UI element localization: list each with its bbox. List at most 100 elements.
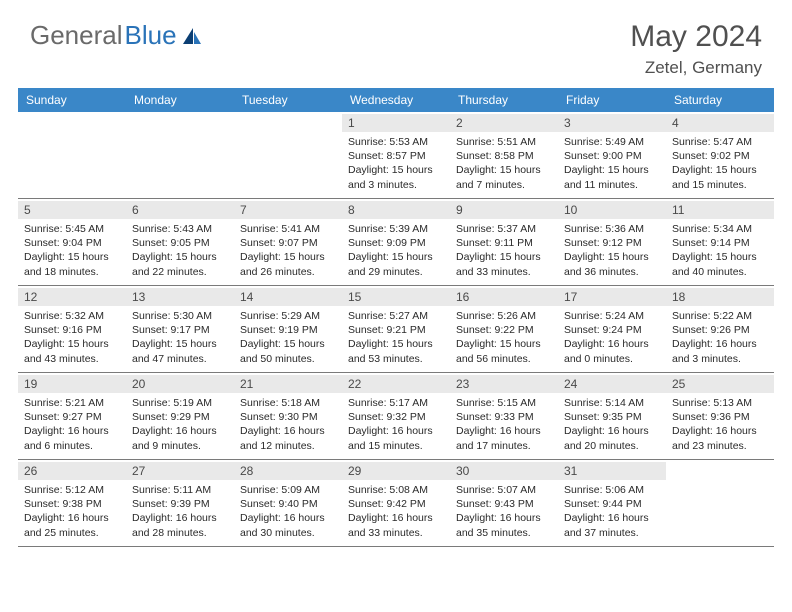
- day-number: 22: [342, 375, 450, 393]
- sun-info: Sunrise: 5:24 AMSunset: 9:24 PMDaylight:…: [564, 309, 660, 366]
- calendar-cell: 29 Sunrise: 5:08 AMSunset: 9:42 PMDayligh…: [342, 460, 450, 546]
- sun-info: Sunrise: 5:09 AMSunset: 9:40 PMDaylight:…: [240, 483, 336, 540]
- day-number: 26: [18, 462, 126, 480]
- calendar-week: 5 Sunrise: 5:45 AMSunset: 9:04 PMDaylight…: [18, 199, 774, 286]
- sun-info: Sunrise: 5:41 AMSunset: 9:07 PMDaylight:…: [240, 222, 336, 279]
- sun-info: Sunrise: 5:19 AMSunset: 9:29 PMDaylight:…: [132, 396, 228, 453]
- calendar-cell: .: [666, 460, 774, 546]
- weekday-label: Friday: [558, 88, 666, 112]
- day-number: 14: [234, 288, 342, 306]
- day-number: 31: [558, 462, 666, 480]
- day-number: 23: [450, 375, 558, 393]
- calendar-cell: 20 Sunrise: 5:19 AMSunset: 9:29 PMDayligh…: [126, 373, 234, 459]
- calendar-cell: 3 Sunrise: 5:49 AMSunset: 9:00 PMDaylight…: [558, 112, 666, 198]
- sun-info: Sunrise: 5:29 AMSunset: 9:19 PMDaylight:…: [240, 309, 336, 366]
- day-number: 11: [666, 201, 774, 219]
- day-number: 12: [18, 288, 126, 306]
- calendar-cell: 27 Sunrise: 5:11 AMSunset: 9:39 PMDayligh…: [126, 460, 234, 546]
- sun-info: Sunrise: 5:22 AMSunset: 9:26 PMDaylight:…: [672, 309, 768, 366]
- day-number: 17: [558, 288, 666, 306]
- weekday-label: Tuesday: [234, 88, 342, 112]
- sun-info: Sunrise: 5:11 AMSunset: 9:39 PMDaylight:…: [132, 483, 228, 540]
- day-number: 3: [558, 114, 666, 132]
- calendar-week: 26 Sunrise: 5:12 AMSunset: 9:38 PMDayligh…: [18, 460, 774, 547]
- calendar-cell: .: [126, 112, 234, 198]
- day-number: 5: [18, 201, 126, 219]
- calendar-cell: 24Sunrise: 5:14 AMSunset: 9:35 PMDayligh…: [558, 373, 666, 459]
- location-label: Zetel, Germany: [630, 58, 762, 78]
- calendar-cell: 10 Sunrise: 5:36 AMSunset: 9:12 PMDayligh…: [558, 199, 666, 285]
- calendar: SundayMondayTuesdayWednesdayThursdayFrid…: [0, 88, 792, 547]
- day-number: 29: [342, 462, 450, 480]
- calendar-cell: 5 Sunrise: 5:45 AMSunset: 9:04 PMDaylight…: [18, 199, 126, 285]
- calendar-cell: 11 Sunrise: 5:34 AMSunset: 9:14 PMDayligh…: [666, 199, 774, 285]
- sun-info: Sunrise: 5:39 AMSunset: 9:09 PMDaylight:…: [348, 222, 444, 279]
- brand-logo: GeneralBlue: [30, 20, 203, 51]
- day-number: 20: [126, 375, 234, 393]
- day-number: 25: [666, 375, 774, 393]
- page-header: GeneralBlue May 2024 Zetel, Germany: [0, 0, 792, 88]
- calendar-cell: 13 Sunrise: 5:30 AMSunset: 9:17 PMDayligh…: [126, 286, 234, 372]
- sun-info: Sunrise: 5:47 AMSunset: 9:02 PMDaylight:…: [672, 135, 768, 192]
- calendar-cell: 28Sunrise: 5:09 AMSunset: 9:40 PMDayligh…: [234, 460, 342, 546]
- day-number: 13: [126, 288, 234, 306]
- sun-info: Sunrise: 5:34 AMSunset: 9:14 PMDaylight:…: [672, 222, 768, 279]
- sun-info: Sunrise: 5:53 AMSunset: 8:57 PMDaylight:…: [348, 135, 444, 192]
- sun-info: Sunrise: 5:30 AMSunset: 9:17 PMDaylight:…: [132, 309, 228, 366]
- calendar-cell: 15Sunrise: 5:27 AMSunset: 9:21 PMDayligh…: [342, 286, 450, 372]
- calendar-cell: 14 Sunrise: 5:29 AMSunset: 9:19 PMDayligh…: [234, 286, 342, 372]
- day-number: 9: [450, 201, 558, 219]
- sun-info: Sunrise: 5:12 AMSunset: 9:38 PMDaylight:…: [24, 483, 120, 540]
- sun-info: Sunrise: 5:36 AMSunset: 9:12 PMDaylight:…: [564, 222, 660, 279]
- weekday-header: SundayMondayTuesdayWednesdayThursdayFrid…: [18, 88, 774, 112]
- month-title: May 2024: [630, 20, 762, 54]
- calendar-cell: 25Sunrise: 5:13 AMSunset: 9:36 PMDayligh…: [666, 373, 774, 459]
- day-number: 8: [342, 201, 450, 219]
- calendar-cell: 26 Sunrise: 5:12 AMSunset: 9:38 PMDayligh…: [18, 460, 126, 546]
- calendar-cell: 17 Sunrise: 5:24 AMSunset: 9:24 PMDayligh…: [558, 286, 666, 372]
- sun-info: Sunrise: 5:32 AMSunset: 9:16 PMDaylight:…: [24, 309, 120, 366]
- calendar-body: ...1Sunrise: 5:53 AMSunset: 8:57 PMDayli…: [18, 112, 774, 547]
- calendar-cell: .: [18, 112, 126, 198]
- sun-info: Sunrise: 5:14 AMSunset: 9:35 PMDaylight:…: [564, 396, 660, 453]
- calendar-cell: 16 Sunrise: 5:26 AMSunset: 9:22 PMDayligh…: [450, 286, 558, 372]
- day-number: 4: [666, 114, 774, 132]
- calendar-cell: 23 Sunrise: 5:15 AMSunset: 9:33 PMDayligh…: [450, 373, 558, 459]
- calendar-cell: 4 Sunrise: 5:47 AMSunset: 9:02 PMDaylight…: [666, 112, 774, 198]
- sun-info: Sunrise: 5:07 AMSunset: 9:43 PMDaylight:…: [456, 483, 552, 540]
- weekday-label: Sunday: [18, 88, 126, 112]
- sun-info: Sunrise: 5:49 AMSunset: 9:00 PMDaylight:…: [564, 135, 660, 192]
- calendar-cell: 19Sunrise: 5:21 AMSunset: 9:27 PMDayligh…: [18, 373, 126, 459]
- brand-part2: Blue: [125, 20, 177, 51]
- day-number: 15: [342, 288, 450, 306]
- brand-part1: General: [30, 20, 123, 51]
- weekday-label: Monday: [126, 88, 234, 112]
- sun-info: Sunrise: 5:26 AMSunset: 9:22 PMDaylight:…: [456, 309, 552, 366]
- calendar-cell: 12 Sunrise: 5:32 AMSunset: 9:16 PMDayligh…: [18, 286, 126, 372]
- calendar-cell: 22 Sunrise: 5:17 AMSunset: 9:32 PMDayligh…: [342, 373, 450, 459]
- sun-info: Sunrise: 5:15 AMSunset: 9:33 PMDaylight:…: [456, 396, 552, 453]
- calendar-cell: 1 Sunrise: 5:53 AMSunset: 8:57 PMDaylight…: [342, 112, 450, 198]
- calendar-cell: 8 Sunrise: 5:39 AMSunset: 9:09 PMDaylight…: [342, 199, 450, 285]
- calendar-cell: 18Sunrise: 5:22 AMSunset: 9:26 PMDayligh…: [666, 286, 774, 372]
- sun-info: Sunrise: 5:37 AMSunset: 9:11 PMDaylight:…: [456, 222, 552, 279]
- sun-info: Sunrise: 5:45 AMSunset: 9:04 PMDaylight:…: [24, 222, 120, 279]
- sail-icon: [181, 26, 203, 46]
- calendar-cell: .: [234, 112, 342, 198]
- day-number: 21: [234, 375, 342, 393]
- day-number: 30: [450, 462, 558, 480]
- sun-info: Sunrise: 5:06 AMSunset: 9:44 PMDaylight:…: [564, 483, 660, 540]
- calendar-cell: 7 Sunrise: 5:41 AMSunset: 9:07 PMDaylight…: [234, 199, 342, 285]
- calendar-cell: 31 Sunrise: 5:06 AMSunset: 9:44 PMDayligh…: [558, 460, 666, 546]
- calendar-cell: 21Sunrise: 5:18 AMSunset: 9:30 PMDayligh…: [234, 373, 342, 459]
- sun-info: Sunrise: 5:08 AMSunset: 9:42 PMDaylight:…: [348, 483, 444, 540]
- day-number: 1: [342, 114, 450, 132]
- calendar-week: ...1Sunrise: 5:53 AMSunset: 8:57 PMDayli…: [18, 112, 774, 199]
- calendar-cell: 30 Sunrise: 5:07 AMSunset: 9:43 PMDayligh…: [450, 460, 558, 546]
- sun-info: Sunrise: 5:17 AMSunset: 9:32 PMDaylight:…: [348, 396, 444, 453]
- day-number: 7: [234, 201, 342, 219]
- day-number: 16: [450, 288, 558, 306]
- day-number: 10: [558, 201, 666, 219]
- calendar-week: 12 Sunrise: 5:32 AMSunset: 9:16 PMDayligh…: [18, 286, 774, 373]
- day-number: 27: [126, 462, 234, 480]
